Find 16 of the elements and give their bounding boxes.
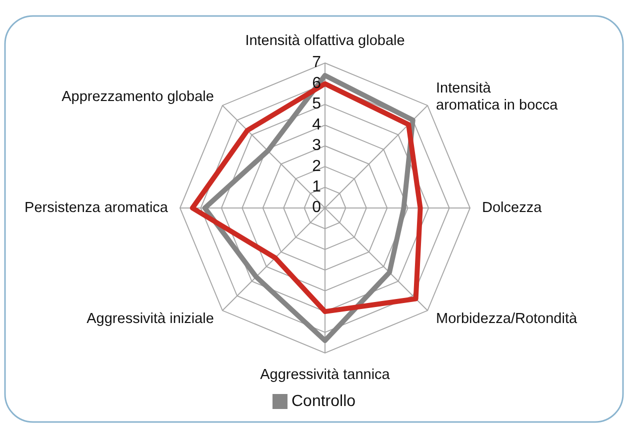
spoke-label: Aggressività tannica bbox=[260, 366, 391, 383]
y-tick-label: 5 bbox=[312, 96, 322, 113]
spoke-label: Aggressività iniziale bbox=[86, 310, 214, 327]
y-tick-label: 7 bbox=[312, 54, 322, 72]
y-tick-label: 3 bbox=[312, 137, 322, 154]
y-tick-label: 0 bbox=[312, 199, 322, 216]
spoke-label: Dolcezza bbox=[482, 200, 543, 216]
legend-label: Controllo bbox=[292, 393, 356, 410]
y-tick-label: 2 bbox=[312, 158, 322, 175]
y-tick-label: 4 bbox=[312, 116, 322, 134]
spoke-label: Intensità aromatica in bocca bbox=[436, 80, 559, 114]
y-tick-label: 1 bbox=[312, 178, 322, 196]
spoke-label: Morbidezza/Rotondità bbox=[436, 310, 578, 327]
spoke-label: Persistenza aromatica bbox=[24, 200, 169, 216]
spoke-label: Apprezzamento globale bbox=[62, 88, 214, 105]
spoke-label: Intensità olfattiva globale bbox=[245, 32, 405, 49]
